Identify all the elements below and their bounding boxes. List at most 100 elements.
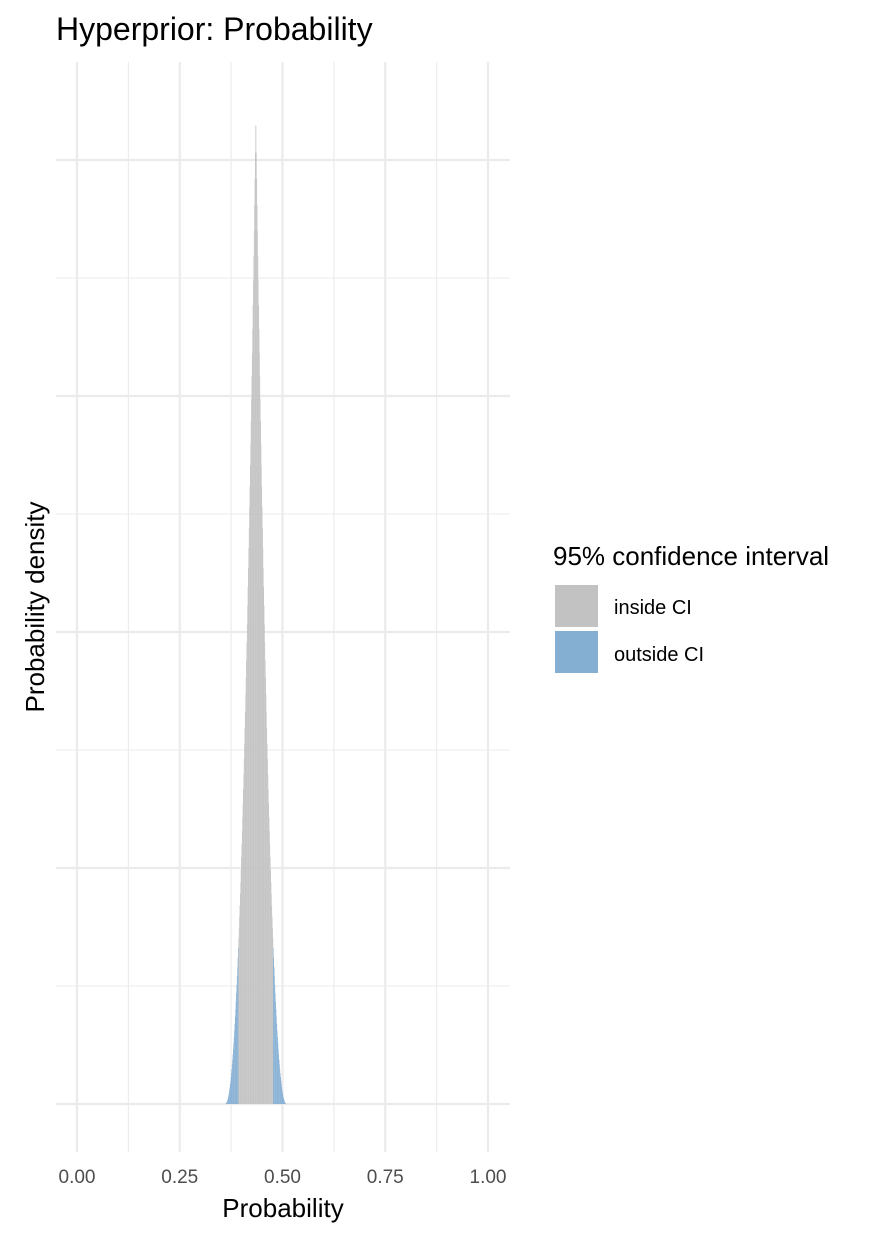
density-bar-inside-ci: [244, 743, 245, 1104]
density-bar-outside-ci: [275, 1009, 277, 1104]
density-bar-outside-ci: [284, 1102, 286, 1104]
density-bar-inside-ci: [268, 803, 270, 1104]
density-bar-outside-ci: [281, 1084, 282, 1104]
density-bar-outside-ci: [281, 1090, 283, 1104]
density-bar-outside-ci: [237, 967, 238, 1104]
density-bar-outside-ci: [274, 976, 275, 1104]
density-bar-inside-ci: [255, 152, 256, 1105]
density-bar-inside-ci: [251, 352, 253, 1104]
density-bar-inside-ci: [238, 927, 240, 1104]
density-bar-inside-ci: [241, 857, 242, 1104]
density-bar-inside-ci: [244, 711, 246, 1104]
density-bar-outside-ci: [228, 1094, 229, 1104]
density-bar-inside-ci: [241, 844, 243, 1104]
density-bar-inside-ci: [239, 905, 241, 1104]
density-bar-outside-ci: [233, 1048, 234, 1104]
density-bar-inside-ci: [269, 844, 271, 1104]
density-bar-inside-ci: [270, 882, 272, 1104]
density-bar-outside-ci: [231, 1068, 233, 1104]
density-bar-outside-ci: [233, 1043, 234, 1104]
density-bar-inside-ci: [248, 527, 250, 1104]
density-bar-inside-ci: [263, 586, 264, 1104]
density-bar-inside-ci: [267, 774, 269, 1104]
density-bar-outside-ci: [228, 1096, 229, 1104]
density-bar-outside-ci: [235, 1001, 237, 1104]
legend-title: 95% confidence interval: [553, 541, 829, 571]
density-bar-outside-ci: [234, 1016, 236, 1104]
density-bar-inside-ci: [253, 280, 254, 1104]
density-bar-outside-ci: [232, 1054, 234, 1104]
density-bar-outside-ci: [229, 1084, 231, 1104]
density-bar-inside-ci: [243, 774, 244, 1104]
density-bar-outside-ci: [278, 1054, 280, 1104]
density-bar-inside-ci: [249, 486, 251, 1104]
density-bar-outside-ci: [283, 1098, 285, 1104]
density-bar-outside-ci: [276, 1030, 278, 1104]
density-bar-inside-ci: [252, 305, 254, 1105]
density-bar-outside-ci: [229, 1090, 230, 1104]
x-tick-label: 0.25: [161, 1167, 198, 1188]
density-bar-inside-ci: [238, 937, 239, 1104]
density-bar-inside-ci: [253, 255, 254, 1104]
density-bar-inside-ci: [246, 642, 248, 1104]
density-bar-inside-ci: [272, 927, 273, 1104]
density-bar-outside-ci: [236, 976, 238, 1104]
density-bar-inside-ci: [243, 788, 244, 1104]
density-bar-inside-ci: [271, 905, 273, 1104]
density-bar-inside-ci: [239, 916, 240, 1104]
density-bar-inside-ci: [266, 743, 268, 1104]
density-bar-inside-ci: [247, 605, 248, 1104]
density-bar-inside-ci: [263, 567, 264, 1104]
density-bar-inside-ci: [260, 421, 261, 1104]
density-bar-inside-ci: [250, 465, 251, 1104]
density-bar-inside-ci: [264, 624, 265, 1104]
density-bar-outside-ci: [275, 1001, 276, 1104]
density-bar-inside-ci: [251, 398, 252, 1104]
density-bar-outside-ci: [273, 957, 275, 1104]
density-bar-outside-ci: [232, 1059, 233, 1104]
density-bar-inside-ci: [242, 817, 243, 1104]
density-bar-inside-ci: [261, 465, 262, 1104]
density-bar-inside-ci: [249, 507, 250, 1104]
density-bar-outside-ci: [283, 1096, 284, 1104]
density-bar-outside-ci: [273, 967, 275, 1104]
density-bar-inside-ci: [268, 788, 269, 1104]
density-bar-inside-ci: [263, 605, 265, 1104]
density-bar-outside-ci: [235, 1009, 236, 1104]
density-bar-outside-ci: [227, 1098, 229, 1104]
density-bar-outside-ci: [280, 1077, 281, 1104]
x-tick-labels: 0.00 0.25 0.50 0.75 1.00: [59, 1167, 507, 1188]
density-bar-outside-ci: [279, 1068, 281, 1104]
legend-swatch-outside-ci: [555, 631, 598, 673]
density-bar-inside-ci: [262, 547, 264, 1104]
density-bar-inside-ci: [271, 893, 272, 1104]
x-tick-label: 0.75: [367, 1167, 404, 1188]
density-bar-inside-ci: [251, 376, 253, 1104]
density-bar-inside-ci: [266, 711, 267, 1104]
legend-label-outside-ci: outside CI: [614, 644, 704, 666]
density-bar-inside-ci: [239, 893, 241, 1104]
density-bar-inside-ci: [244, 727, 246, 1104]
density-bar-inside-ci: [242, 803, 244, 1104]
density-bar-outside-ci: [231, 1064, 233, 1104]
density-bar-inside-ci: [265, 660, 266, 1104]
density-bar-outside-ci: [231, 1073, 232, 1104]
density-bar-outside-ci: [282, 1092, 283, 1104]
density-bar-inside-ci: [261, 507, 263, 1104]
density-bar-inside-ci: [247, 586, 249, 1104]
density-areas: [224, 125, 287, 1105]
density-bar-inside-ci: [271, 916, 273, 1104]
legend-swatch-inside-ci: [555, 585, 598, 627]
x-tick-label: 1.00: [470, 1167, 507, 1188]
density-bar-outside-ci: [275, 993, 276, 1104]
density-bar-inside-ci: [264, 642, 266, 1104]
y-axis-title: Probability density: [20, 502, 50, 713]
x-tick-label: 0.00: [59, 1167, 96, 1188]
density-bar-inside-ci: [268, 817, 270, 1104]
density-bar-inside-ci: [250, 443, 251, 1104]
density-bar-outside-ci: [280, 1080, 282, 1104]
density-bar-inside-ci: [243, 758, 245, 1104]
density-bar-outside-ci: [278, 1059, 280, 1104]
density-bar-inside-ci: [258, 329, 260, 1104]
